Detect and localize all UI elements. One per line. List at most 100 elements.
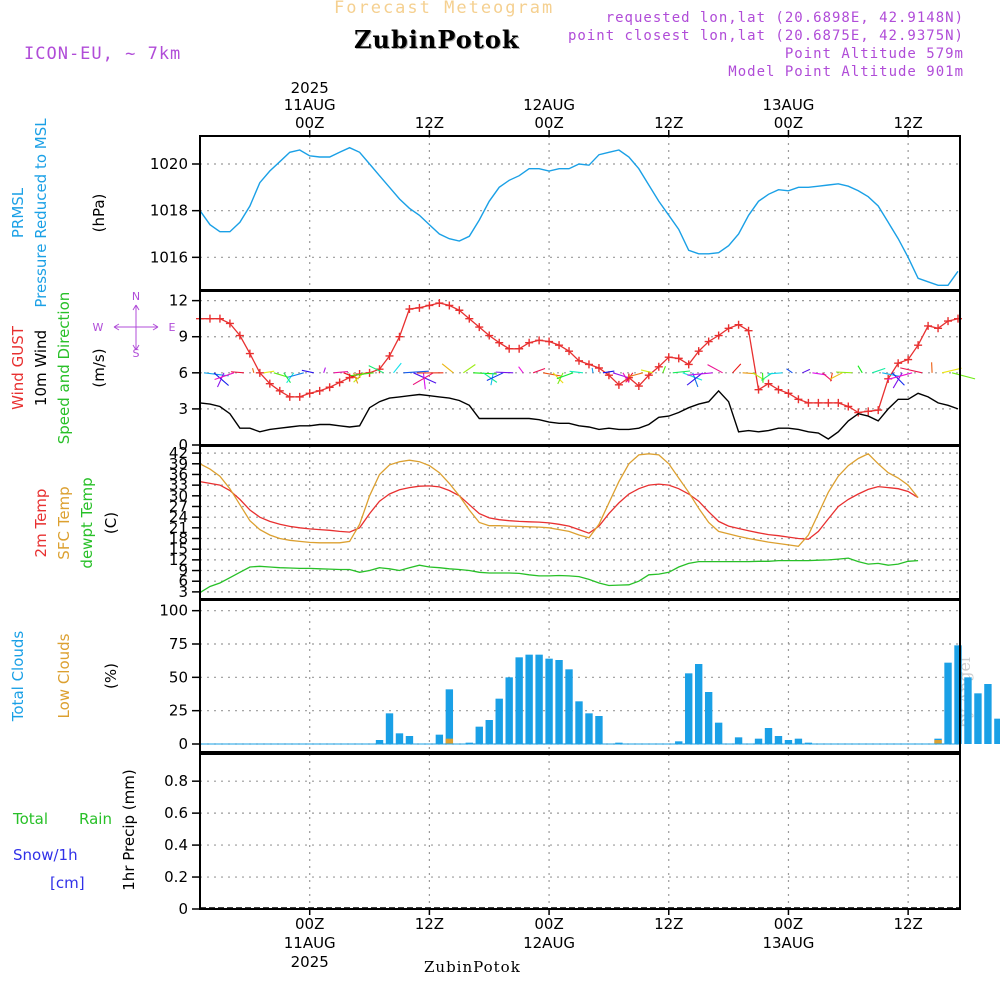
total-cloud-bar xyxy=(535,654,543,744)
top-day-label: 12AUG xyxy=(523,96,575,114)
gust-marker xyxy=(495,338,504,347)
total-clouds-label: Total Clouds xyxy=(9,631,27,723)
gust-marker xyxy=(525,338,534,347)
y-tick-label: 6 xyxy=(178,572,188,590)
total-cloud-bar xyxy=(694,664,703,744)
wind-direction-arrow xyxy=(230,371,244,374)
bottom-hour-label: 00Z xyxy=(534,915,563,933)
wind-direction-arrow xyxy=(830,372,833,382)
y-tick-label: 3 xyxy=(178,583,188,601)
wind-direction-arrow xyxy=(732,363,742,374)
bottom-hour-label: 00Z xyxy=(774,915,803,933)
gust-marker xyxy=(604,371,613,380)
y-tick-label: 24 xyxy=(169,508,188,526)
wind-direction-arrow xyxy=(353,372,359,384)
temp-dewpoint-label: dewpt Temp xyxy=(78,477,96,568)
wind-direction-arrow xyxy=(951,372,976,380)
bottom-day-label: 11AUG xyxy=(284,934,336,952)
top-hour-label: 12Z xyxy=(654,114,683,132)
gust-marker xyxy=(734,320,743,329)
y-tick-label: 33 xyxy=(169,476,188,494)
y-tick-label: 27 xyxy=(169,497,188,515)
total-cloud-bar xyxy=(714,722,723,744)
bottom-day-label: 13AUG xyxy=(762,934,814,952)
gust-marker xyxy=(814,398,823,407)
wind-speed-direction-label: Speed and Direction xyxy=(55,292,73,445)
gust-marker xyxy=(774,385,783,394)
clouds-unit-label: (%) xyxy=(102,663,120,689)
y-tick-label: 1018 xyxy=(150,202,188,220)
temp-sfc-label: SFC Temp xyxy=(55,486,73,559)
y-tick-label: 25 xyxy=(169,702,188,720)
gust-marker xyxy=(594,364,603,372)
wind-direction-arrow xyxy=(403,370,429,374)
y-tick-label: 50 xyxy=(169,668,188,686)
y-tick-label: 15 xyxy=(169,540,188,558)
total-cloud-bar xyxy=(984,684,992,744)
top-day-label: 13AUG xyxy=(762,96,814,114)
wind-direction-arrow xyxy=(640,369,653,374)
gust-marker xyxy=(694,347,703,356)
station-name: ZubinPotok xyxy=(354,25,520,54)
wind-direction-arrow xyxy=(682,372,703,381)
total-cloud-bar xyxy=(485,720,493,744)
total-cloud-bar xyxy=(505,677,513,744)
wind-direction-arrow xyxy=(662,366,666,374)
wind-direction-arrow xyxy=(786,368,793,374)
model-point-altitude: Model Point Altitude 901m xyxy=(728,64,964,80)
gust-marker xyxy=(265,379,274,388)
compass-west: W xyxy=(93,321,104,334)
wind-direction-arrow xyxy=(622,372,630,383)
gust-marker xyxy=(744,326,753,335)
temp-line-2m-temp xyxy=(199,480,919,540)
y-tick-label: 1020 xyxy=(150,155,188,173)
gust-marker xyxy=(385,351,394,360)
wind-direction-arrow xyxy=(216,372,225,388)
gust-marker xyxy=(854,408,863,417)
gust-marker xyxy=(275,386,284,395)
gust-marker xyxy=(215,314,224,323)
bottom-hour-label: 12Z xyxy=(893,915,922,933)
panel-frame-precipitation xyxy=(199,753,961,910)
total-cloud-bar xyxy=(565,669,573,744)
top-hour-label: 00Z xyxy=(534,114,563,132)
wind-direction-arrow xyxy=(569,370,584,374)
wind-direction-arrow xyxy=(441,363,454,374)
wind-direction-arrow xyxy=(301,369,314,374)
wind-direction-arrow xyxy=(707,364,723,374)
total-cloud-bar xyxy=(784,740,793,744)
y-tick-label: 12 xyxy=(169,292,188,310)
gust-marker xyxy=(335,378,344,387)
total-cloud-bar xyxy=(375,740,384,744)
gust-marker xyxy=(714,331,723,340)
total-cloud-bar xyxy=(435,734,444,744)
compass-east: E xyxy=(169,321,176,334)
wind-direction-arrow xyxy=(532,367,546,374)
top-day-label: 11AUG xyxy=(284,96,336,114)
y-tick-label: 0.2 xyxy=(164,868,188,886)
gust-marker xyxy=(205,314,214,323)
wind-direction-arrow xyxy=(591,367,594,373)
y-tick-label: 1016 xyxy=(150,248,188,266)
y-tick-label: 39 xyxy=(169,455,188,473)
gust-marker xyxy=(784,389,793,398)
top-hour-label: 00Z xyxy=(774,114,803,132)
wind-unit-label: (m/s) xyxy=(90,348,108,387)
gust-marker xyxy=(405,305,414,314)
wind-direction-arrow xyxy=(323,367,326,373)
compass-south: S xyxy=(133,347,140,360)
wind-direction-arrow xyxy=(625,372,634,383)
panel-frame-wind xyxy=(199,290,961,446)
wind-direction-arrow xyxy=(857,365,863,374)
gust-marker xyxy=(754,385,763,394)
gust-marker xyxy=(325,383,334,392)
wind-direction-arrow xyxy=(214,372,235,381)
wind-gust-label: Wind GUST xyxy=(9,325,27,410)
gust-marker xyxy=(485,331,494,340)
total-cloud-bar xyxy=(595,716,603,744)
total-cloud-bar xyxy=(525,654,533,744)
y-tick-label: 30 xyxy=(169,487,188,505)
gust-marker xyxy=(834,398,843,407)
wind-direction-arrow xyxy=(900,367,923,374)
